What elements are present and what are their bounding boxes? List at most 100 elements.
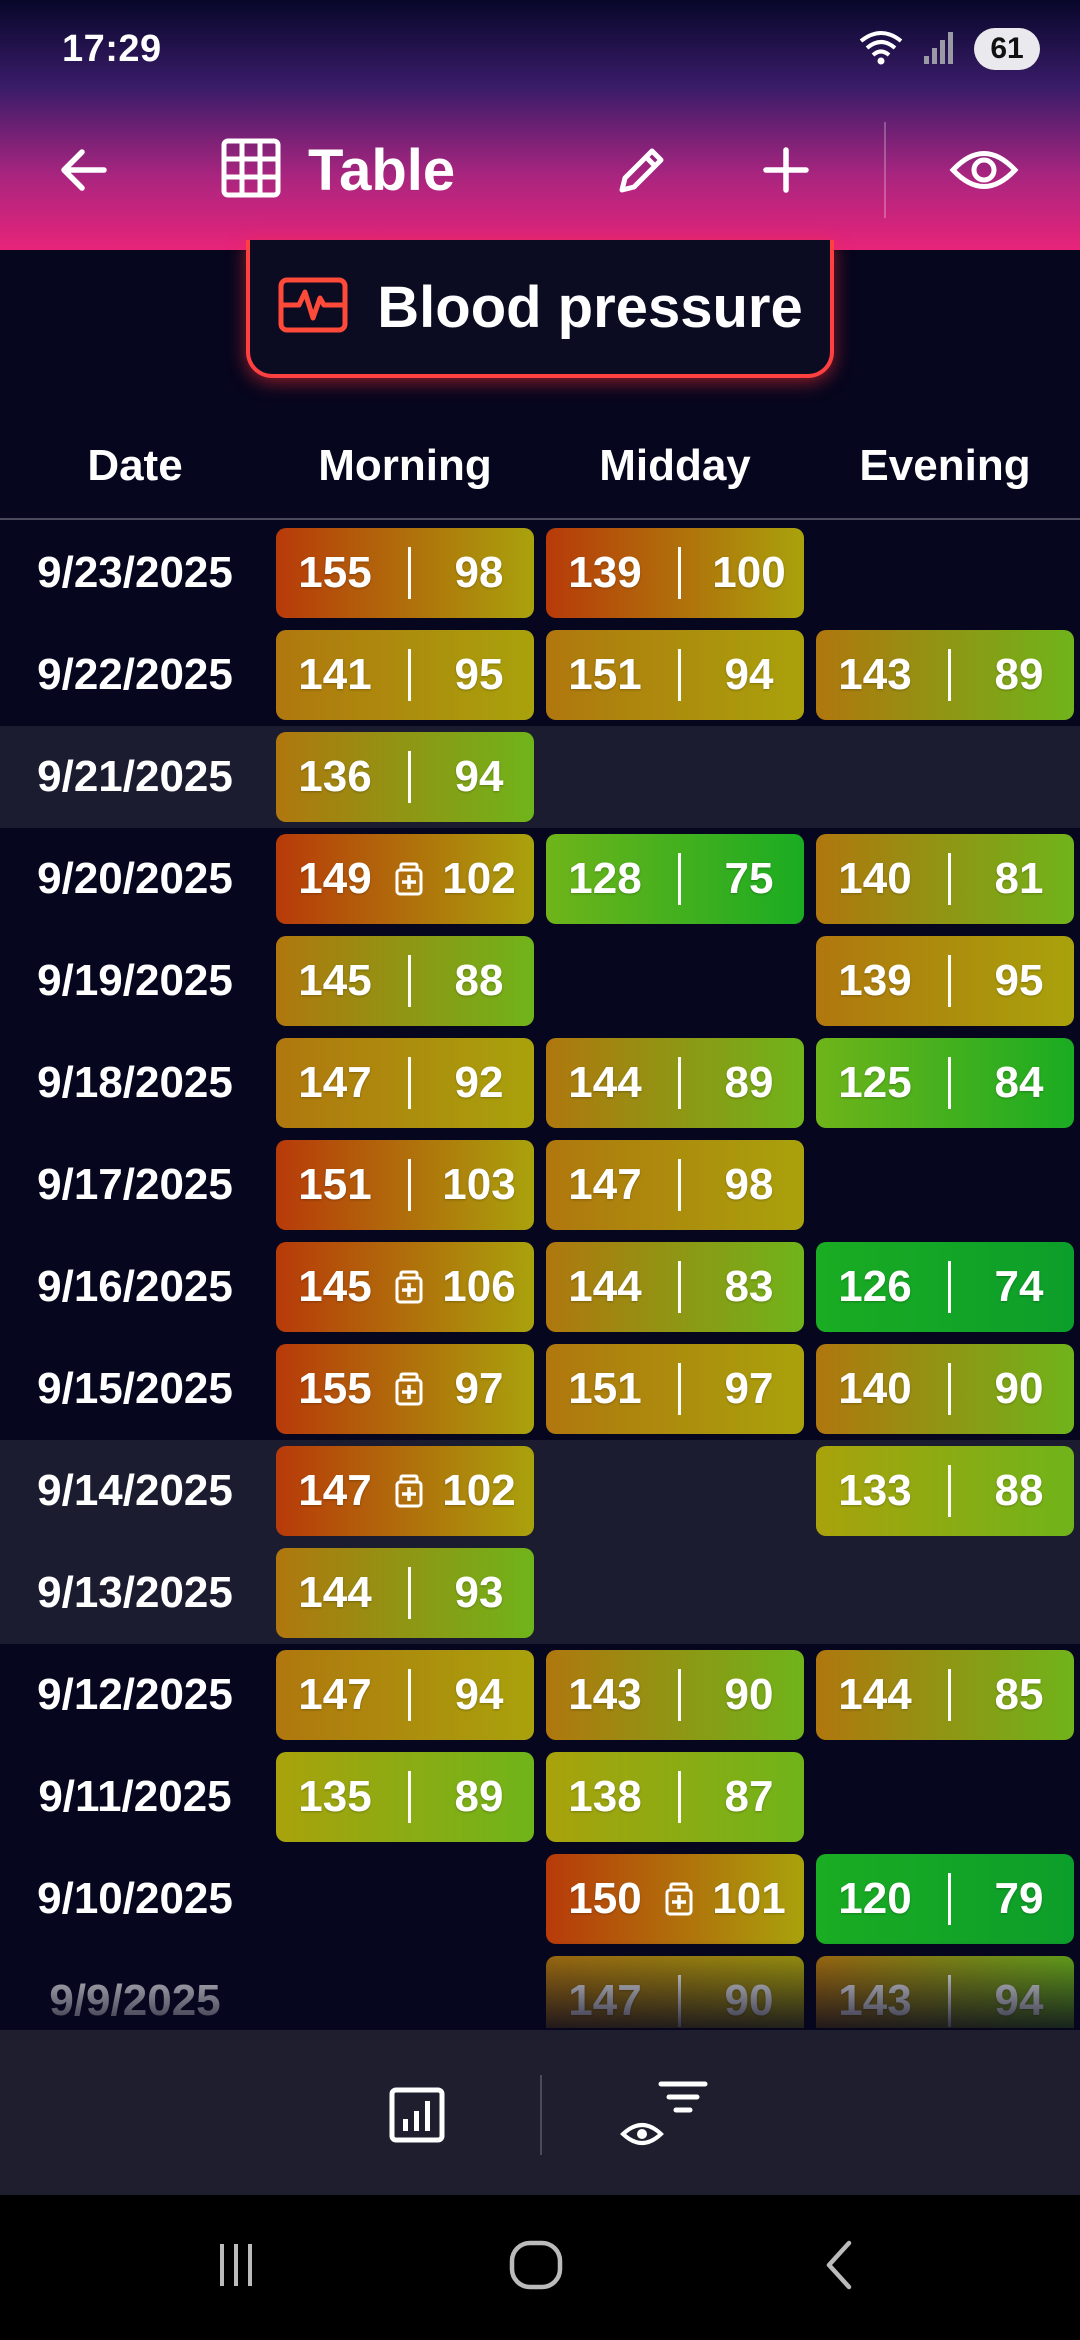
reading-cell-midday[interactable]: 147 98	[546, 1140, 804, 1230]
value-separator	[934, 1975, 964, 2027]
reading-cell-midday[interactable]: 143 90	[546, 1650, 804, 1740]
back-arrow-icon[interactable]	[46, 132, 122, 208]
edit-pencil-icon[interactable]	[604, 132, 680, 208]
value-separator	[664, 1057, 694, 1109]
diastolic-value: 102	[442, 1466, 516, 1515]
separator-bar	[947, 1873, 951, 1925]
separator-bar	[677, 649, 681, 701]
reading-cell-evening[interactable]: 143 89	[816, 630, 1074, 720]
reading-cell-midday[interactable]: 144 83	[546, 1242, 804, 1332]
systolic-value: 126	[838, 1262, 912, 1311]
reading-cell-morning[interactable]: 155 98	[276, 528, 534, 618]
reading-cell-evening[interactable]: 139 95	[816, 936, 1074, 1026]
value-separator	[934, 955, 964, 1007]
diastolic-value: 74	[994, 1262, 1044, 1311]
value-separator	[934, 1669, 964, 1721]
systolic-value: 144	[298, 1568, 372, 1617]
add-plus-icon[interactable]	[748, 132, 824, 208]
reading-cell-midday[interactable]: 139 100	[546, 528, 804, 618]
reading-cell-midday[interactable]: 147 90	[546, 1956, 804, 2028]
column-header-evening[interactable]: Evening	[859, 441, 1031, 490]
reading-cell-midday[interactable]: 150 101	[546, 1854, 804, 1944]
visibility-eye-icon[interactable]	[946, 132, 1022, 208]
reading-cell-evening[interactable]: 144 85	[816, 1650, 1074, 1740]
filter-visibility-icon[interactable]	[610, 2060, 720, 2170]
reading-cell-midday[interactable]: 138 87	[546, 1752, 804, 1842]
table-row: 9/23/2025 155 98 139 100	[0, 522, 1080, 624]
diastolic-value: 94	[994, 1976, 1044, 2025]
reading-cell-morning[interactable]: 151 103	[276, 1140, 534, 1230]
reading-cell-morning[interactable]: 141 95	[276, 630, 534, 720]
diastolic-value: 98	[454, 548, 504, 597]
row-date: 9/20/2025	[37, 854, 233, 903]
value-separator	[664, 1363, 694, 1415]
systolic-value: 147	[568, 1160, 642, 1209]
table-row: 9/20/2025 149 102 128 75 140 81	[0, 828, 1080, 930]
reading-cell-morning[interactable]: 135 89	[276, 1752, 534, 1842]
reading-cell-evening[interactable]: 140 81	[816, 834, 1074, 924]
systolic-value: 140	[838, 1364, 912, 1413]
reading-cell-morning[interactable]: 136 94	[276, 732, 534, 822]
diastolic-value: 88	[454, 956, 504, 1005]
battery-indicator: 61	[974, 28, 1040, 70]
column-header-morning[interactable]: Morning	[318, 441, 492, 490]
reading-cell-morning[interactable]: 155 97	[276, 1344, 534, 1434]
diastolic-value: 97	[724, 1364, 774, 1413]
separator-bar	[947, 1363, 951, 1415]
home-icon[interactable]	[486, 2225, 586, 2305]
diastolic-value: 93	[454, 1568, 504, 1617]
reading-cell-morning[interactable]: 147 94	[276, 1650, 534, 1740]
reading-cell-evening[interactable]: 120 79	[816, 1854, 1074, 1944]
reading-cell-evening[interactable]: 125 84	[816, 1038, 1074, 1128]
systolic-value: 120	[838, 1874, 912, 1923]
table-row: 9/12/2025 147 94 143 90 144 85	[0, 1644, 1080, 1746]
systolic-value: 133	[838, 1466, 912, 1515]
separator-bar	[947, 1465, 951, 1517]
column-header-date[interactable]: Date	[87, 441, 183, 490]
separator-bar	[677, 1771, 681, 1823]
reading-cell-morning[interactable]: 144 93	[276, 1548, 534, 1638]
systolic-value: 143	[838, 650, 912, 699]
systolic-value: 151	[568, 1364, 642, 1413]
back-icon[interactable]	[790, 2225, 890, 2305]
diastolic-value: 90	[994, 1364, 1044, 1413]
diastolic-value: 94	[724, 650, 774, 699]
separator-bar	[947, 1975, 951, 2027]
value-separator	[934, 649, 964, 701]
value-separator	[934, 1261, 964, 1313]
medication-icon	[395, 1372, 423, 1406]
reading-cell-midday[interactable]: 144 89	[546, 1038, 804, 1128]
column-header-midday[interactable]: Midday	[599, 441, 751, 490]
diastolic-value: 95	[994, 956, 1044, 1005]
row-date: 9/17/2025	[37, 1160, 233, 1209]
reading-cell-midday[interactable]: 151 94	[546, 630, 804, 720]
status-icons: 61	[858, 26, 1040, 72]
value-separator	[664, 1771, 694, 1823]
reading-cell-morning[interactable]: 147 92	[276, 1038, 534, 1128]
reading-cell-evening[interactable]: 143 94	[816, 1956, 1074, 2028]
reading-cell-morning[interactable]: 149 102	[276, 834, 534, 924]
reading-cell-morning[interactable]: 145 106	[276, 1242, 534, 1332]
reading-cell-evening[interactable]: 126 74	[816, 1242, 1074, 1332]
reading-cell-evening[interactable]: 140 90	[816, 1344, 1074, 1434]
systolic-value: 147	[298, 1670, 372, 1719]
diastolic-value: 100	[712, 548, 786, 597]
table-row: 9/10/2025 150 101 120 79	[0, 1848, 1080, 1950]
category-chip[interactable]: Blood pressure	[246, 240, 834, 378]
systolic-value: 155	[298, 1364, 372, 1413]
diastolic-value: 106	[442, 1262, 516, 1311]
table-row: 9/9/2025 147 90 143 94	[0, 1950, 1080, 2028]
chart-icon[interactable]	[362, 2060, 472, 2170]
recents-icon[interactable]	[186, 2225, 286, 2305]
row-date: 9/18/2025	[37, 1058, 233, 1107]
reading-cell-evening[interactable]: 133 88	[816, 1446, 1074, 1536]
value-separator	[394, 649, 424, 701]
table-row: 9/15/2025 155 97 151 97 140 90	[0, 1338, 1080, 1440]
separator-bar	[947, 853, 951, 905]
reading-cell-midday[interactable]: 128 75	[546, 834, 804, 924]
reading-cell-morning[interactable]: 147 102	[276, 1446, 534, 1536]
bottom-toolbar-divider	[540, 2075, 542, 2155]
reading-cell-midday[interactable]: 151 97	[546, 1344, 804, 1434]
row-date: 9/14/2025	[37, 1466, 233, 1515]
reading-cell-morning[interactable]: 145 88	[276, 936, 534, 1026]
